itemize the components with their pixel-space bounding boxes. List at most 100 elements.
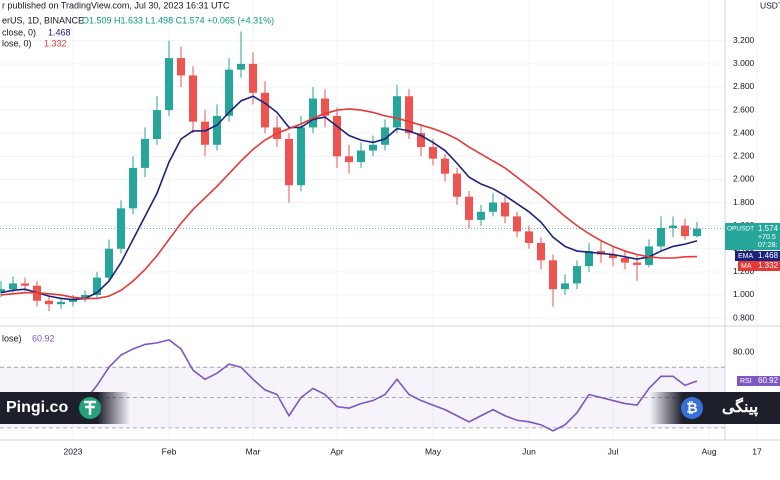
- x-tick-label: Apr: [330, 446, 343, 456]
- candle-body: [45, 300, 53, 305]
- tether-glyph: [84, 400, 96, 415]
- tag-ema: EMA: [738, 253, 754, 260]
- y-tick-label: 2.800: [733, 81, 755, 91]
- candle-body: [669, 225, 677, 228]
- candle-body: [513, 216, 521, 232]
- candle-body: [69, 299, 77, 302]
- candle-body: [321, 98, 329, 116]
- indicator-line: [0, 95, 698, 301]
- candle-body: [285, 138, 293, 186]
- candle-body: [129, 167, 137, 209]
- candle-body: [261, 92, 269, 128]
- candle-body: [249, 63, 257, 93]
- symbol: erUS, 1D, BINANCE: [2, 15, 84, 25]
- candle-body: [453, 173, 461, 197]
- y-tick-label: 2.000: [733, 174, 755, 184]
- tag-rsi-value: 60.92: [758, 376, 779, 385]
- candle-body: [429, 147, 437, 159]
- candle-body: [21, 283, 29, 286]
- candle-body: [393, 96, 401, 128]
- x-tick-label: Mar: [246, 446, 261, 456]
- candle-body: [0, 289, 5, 293]
- x-tick-label: 2023: [64, 446, 83, 456]
- y-tick-label: 1.800: [733, 197, 755, 207]
- candle-body: [525, 231, 533, 243]
- candle-body: [633, 262, 641, 265]
- rsi-value: 60.92: [32, 333, 55, 343]
- candle-body: [657, 227, 665, 247]
- candle-body: [477, 211, 485, 220]
- ma-tag: [738, 261, 755, 271]
- candle-body: [309, 98, 317, 128]
- candle-body: [561, 283, 569, 290]
- candle-body: [405, 96, 413, 134]
- candle-body: [225, 69, 233, 116]
- rsi-tick-label: 80.00: [733, 346, 755, 356]
- y-tick-label: 1.000: [733, 289, 755, 299]
- candle-body: [165, 58, 173, 111]
- y-tick-label: 3.000: [733, 58, 755, 68]
- x-tick-label: Aug: [701, 446, 716, 456]
- ma-tag: [755, 261, 780, 271]
- candle-body: [573, 266, 581, 284]
- rsi-tag: [737, 376, 755, 386]
- x-tick-label: Jun: [522, 446, 536, 456]
- y-tick-label: 3.200: [733, 35, 755, 45]
- candle-body: [441, 158, 449, 174]
- candle-body: [141, 138, 149, 168]
- candle-body: [693, 228, 701, 237]
- x-tick-label: May: [425, 446, 442, 456]
- candle-body: [9, 283, 17, 290]
- price-tag: [725, 223, 755, 250]
- candle-body: [417, 133, 425, 148]
- y-tick-label: 2.600: [733, 104, 755, 114]
- y-tick-label: 1.200: [733, 266, 755, 276]
- marks: [0, 31, 701, 432]
- candle-body: [585, 251, 593, 267]
- candle-body: [105, 248, 113, 278]
- candle-body: [213, 115, 221, 145]
- bitcoin-glyph: ₿: [686, 400, 697, 416]
- candle-body: [189, 75, 197, 122]
- x-tick-label: 17: [752, 446, 762, 456]
- axis: 0.8001.0001.2001.4001.6001.8002.0002.200…: [64, 35, 762, 456]
- candle-body: [117, 208, 125, 249]
- candle-body: [465, 196, 473, 220]
- tag-symbol: OPUSDT: [727, 226, 754, 233]
- tag-ema-value: 1.468: [758, 251, 779, 260]
- ohlc: O1.509 H1.633 L1.498 C1.574 +0.065 (+4.3…: [82, 15, 274, 25]
- tag-change: +70.5: [758, 234, 776, 241]
- candle-body: [621, 257, 629, 263]
- y-tick-label: 0.800: [733, 312, 755, 322]
- candle-body: [681, 225, 689, 237]
- watermark-right-bg: [650, 392, 780, 424]
- published: r published on TradingView.com, Jul 30, …: [2, 0, 230, 10]
- ema-value: 1.468: [48, 27, 71, 37]
- watermark-left-bg: [0, 392, 130, 424]
- candle-body: [645, 246, 653, 265]
- candle-body: [333, 115, 341, 157]
- ma-legend: lose, 0): [2, 38, 32, 48]
- candle-body: [177, 58, 185, 76]
- price-tag: [755, 223, 780, 250]
- candle-body: [345, 156, 353, 163]
- x-tick-label: Jul: [608, 446, 619, 456]
- tag-countdown: 07:28:: [758, 242, 778, 249]
- tag-rsi: RSI: [740, 378, 752, 385]
- candle-body: [57, 301, 65, 305]
- rsi-legend: lose): [2, 333, 22, 343]
- watermark-right: پینگی: [722, 397, 759, 417]
- candle-body: [237, 63, 245, 70]
- candle-body: [489, 202, 497, 212]
- candle-body: [357, 150, 365, 163]
- tag-ma-value: 1.332: [758, 261, 779, 270]
- candle-body: [537, 242, 545, 261]
- ema-legend: close, 0): [2, 27, 36, 37]
- ma-value: 1.332: [44, 38, 67, 48]
- x-tick-label: Feb: [162, 446, 177, 456]
- candle-body: [549, 260, 557, 290]
- candle-body: [201, 121, 209, 145]
- candle-body: [93, 277, 101, 295]
- indicator-line: [0, 108, 698, 300]
